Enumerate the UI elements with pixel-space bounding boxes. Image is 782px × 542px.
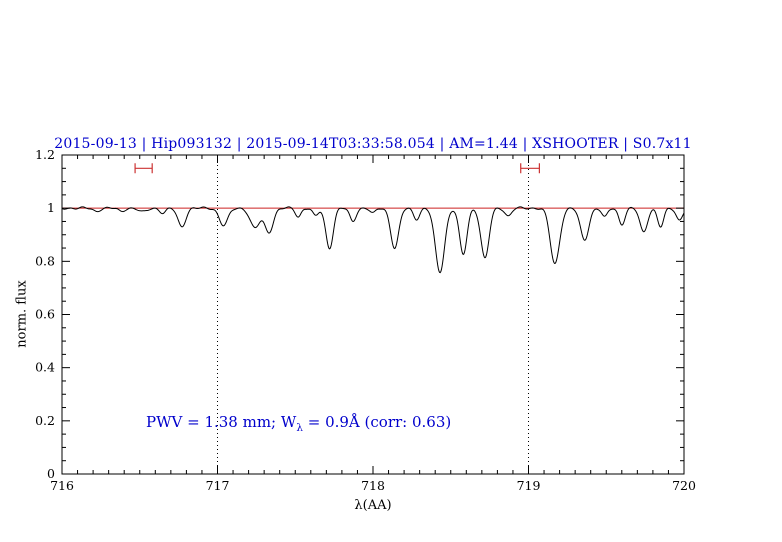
spectrum-curve — [61, 206, 685, 274]
x-tick-label: 718 — [361, 478, 385, 493]
pwv-annotation-part2: = 0.9Å (corr: 0.63) — [302, 413, 452, 431]
y-axis-label: norm. flux — [14, 280, 30, 348]
range-markers — [134, 163, 540, 174]
range-marker — [520, 163, 540, 174]
y-tick-label: 0.6 — [35, 307, 55, 322]
y-axis-ticks — [62, 154, 684, 475]
pwv-annotation-subscript: λ — [296, 422, 303, 434]
plot-title: 2015-09-13 | Hip093132 | 2015-09-14T03:3… — [54, 136, 692, 152]
x-axis-ticks — [61, 155, 685, 474]
y-tick-label: 1 — [47, 200, 55, 215]
x-tick-label: 716 — [50, 478, 74, 493]
x-tick-label: 719 — [517, 478, 541, 493]
y-tick-label: 0.4 — [35, 360, 55, 375]
y-tick-label: 0 — [47, 466, 55, 481]
x-tick-label: 720 — [672, 478, 696, 493]
y-tick-label: 0.2 — [35, 413, 55, 428]
y-tick-label: 1.2 — [35, 147, 55, 162]
range-marker — [134, 163, 153, 174]
y-tick-labels: 0 0.2 0.4 0.6 0.8 1 1.2 — [35, 147, 55, 481]
y-tick-label: 0.8 — [35, 253, 55, 268]
pwv-annotation-part1: PWV = 1.38 mm; W — [146, 413, 297, 431]
x-axis-label: λ(AA) — [354, 498, 392, 513]
pwv-annotation: PWV = 1.38 mm; Wλ = 0.9Å (corr: 0.63) — [146, 413, 451, 434]
x-tick-labels: 716 717 718 719 720 — [50, 478, 696, 493]
x-tick-label: 717 — [206, 478, 230, 493]
